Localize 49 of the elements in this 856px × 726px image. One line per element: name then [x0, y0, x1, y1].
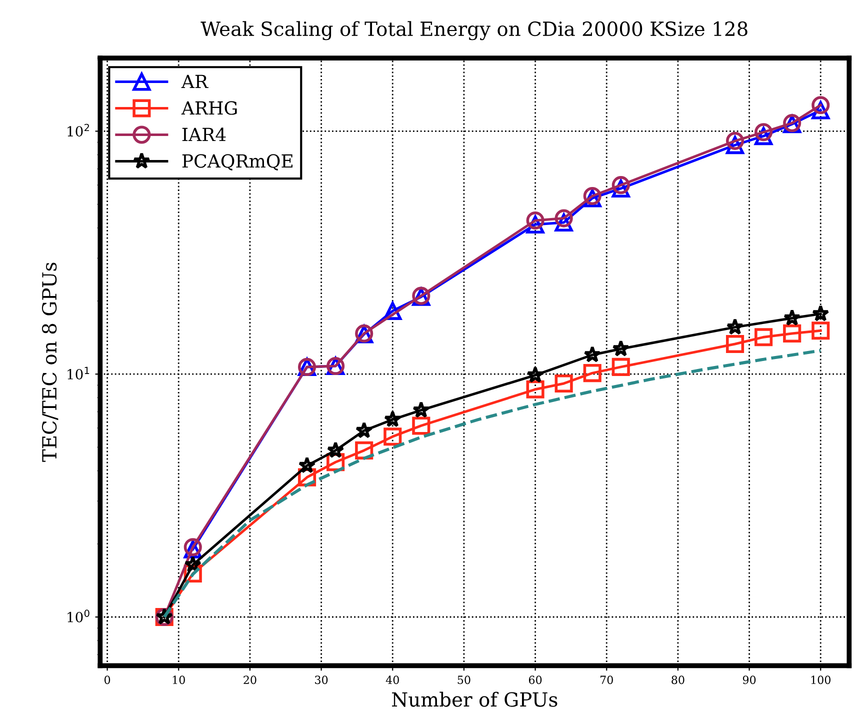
x-tick-label: 70: [600, 676, 613, 684]
point: [526, 366, 544, 383]
y-tick-label: 10$^{1}$: [68, 366, 90, 380]
point: [783, 324, 802, 342]
point: [783, 309, 801, 326]
x-tick-label: 40: [386, 676, 399, 684]
point: [554, 209, 573, 228]
point: [812, 96, 830, 114]
point: [584, 346, 602, 362]
point: [612, 340, 630, 356]
chart-title: Weak Scaling of Total Energy on CDia 20000 KSize 128: [200, 21, 748, 40]
point: [326, 441, 344, 458]
point: [554, 374, 573, 392]
point: [384, 410, 402, 428]
point: [726, 132, 744, 150]
y-tick-label: 10$^{0}$: [68, 610, 90, 622]
point: [298, 456, 316, 474]
x-axis-title: Number of GPUs: [392, 692, 558, 707]
legend-label: AR: [181, 74, 208, 88]
point: [384, 428, 402, 446]
point: [526, 211, 544, 230]
legend-label: IAR4: [182, 128, 226, 142]
point: [612, 176, 630, 194]
point: [726, 334, 744, 354]
point: [526, 380, 544, 398]
x-tick-label: 0: [104, 676, 110, 684]
x-tick-label: 30: [315, 676, 328, 684]
point: [583, 364, 602, 382]
point: [412, 416, 430, 435]
x-tick-label: 60: [528, 676, 542, 684]
point: [812, 304, 830, 322]
point: [754, 123, 773, 142]
point: [355, 422, 373, 438]
point: [812, 322, 830, 340]
y-axis-title: TEC/TEC on 8 GPUs: [42, 262, 58, 462]
x-tick-label: 10: [172, 676, 185, 684]
legend-label: ARHG: [181, 101, 237, 115]
point: [726, 318, 744, 335]
y-tick-label: 10$^{2}$: [68, 124, 90, 137]
x-tick-label: 80: [672, 676, 684, 684]
point: [754, 328, 773, 346]
legend-label: PCAQRmQE: [182, 154, 292, 170]
x-tick-label: 20: [244, 676, 256, 684]
x-tick-label: 100: [811, 676, 830, 684]
point: [412, 401, 430, 418]
point: [612, 358, 630, 376]
point: [184, 556, 202, 572]
x-tick-label: 50: [458, 676, 470, 684]
x-tick-label: 90: [742, 676, 756, 684]
